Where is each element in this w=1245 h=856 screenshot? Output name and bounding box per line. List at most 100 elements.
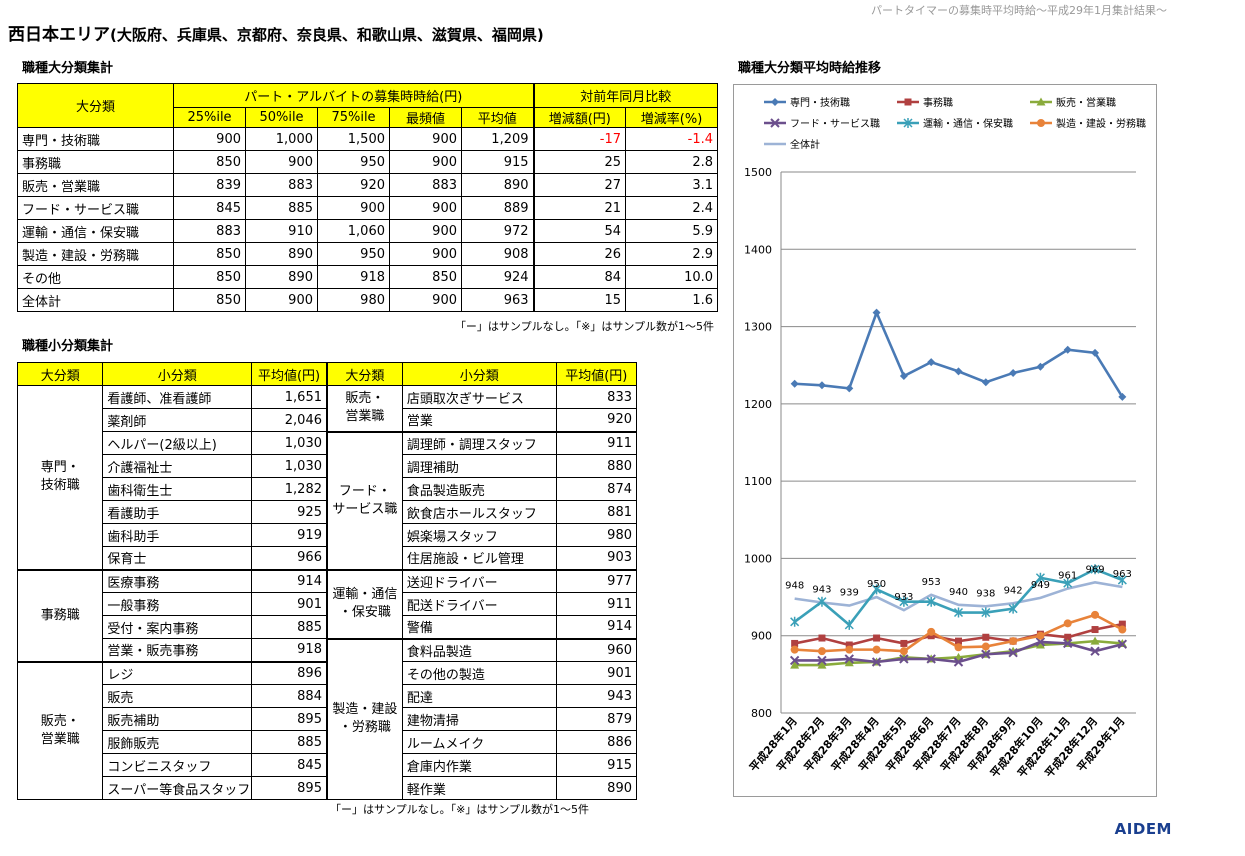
minor-item-value: 896 <box>251 660 328 685</box>
major-row: その他 850 890 918 850 924 84 10.0 <box>17 265 719 289</box>
minor-item-name: 看護師、准看護師 <box>102 385 253 409</box>
data-label: 939 <box>840 588 859 599</box>
data-label: 963 <box>1113 569 1132 580</box>
series-marker <box>899 654 909 664</box>
minor-item-value: 895 <box>251 776 328 800</box>
minor-item-value: 1,651 <box>251 385 328 409</box>
major-row-value: 885 <box>245 196 318 220</box>
major-row-value: 1,060 <box>317 219 390 243</box>
data-label: 943 <box>812 584 831 595</box>
minor-item-name: スーパー等食品スタッフ <box>102 776 253 800</box>
series-marker <box>844 654 854 664</box>
major-row-name: 運輸・通信・保安職 <box>17 219 174 243</box>
minor-group-label-text: 販売・ 営業職 <box>345 391 385 425</box>
major-row-value: 27 <box>532 173 627 197</box>
legend-marker <box>1036 97 1046 106</box>
major-header-col: 75%ile <box>317 107 390 128</box>
chart-svg: 800900100011001200130014001500平成28年1月平成2… <box>744 96 1146 780</box>
minor-item-name: その他の製造 <box>401 661 557 685</box>
major-row-value: 900 <box>389 288 462 312</box>
minor-row: 介護福祉士 1,030 調理補助 880 <box>18 454 638 478</box>
minor-header-avg: 平均値(円) <box>251 362 328 386</box>
minor-item-name: 警備 <box>401 615 557 639</box>
minor-item-name: 医療事務 <box>102 568 253 593</box>
minor-item-value: 2,046 <box>251 408 328 432</box>
major-row-value: 900 <box>389 219 462 243</box>
legend-label: 事務職 <box>923 96 953 109</box>
major-row-value: 25 <box>532 150 627 174</box>
series-marker <box>1090 636 1100 645</box>
minor-item-name: 食料品製造 <box>401 637 557 662</box>
data-label: 942 <box>1004 585 1023 596</box>
major-row-value: 963 <box>460 288 535 312</box>
minor-row: 服飾販売 885 ルームメイク 886 <box>18 730 638 754</box>
minor-item-name: 看護助手 <box>102 500 253 524</box>
series-marker <box>872 584 882 595</box>
series-marker <box>845 641 853 649</box>
major-row-value: 924 <box>460 265 535 289</box>
minor-item-name: ヘルパー(2級以上) <box>102 431 253 455</box>
major-row-value: 26 <box>532 242 627 266</box>
series-marker <box>817 660 827 669</box>
minor-row: スーパー等食品スタッフ 895 軽作業 890 <box>18 776 638 800</box>
series-marker <box>871 657 882 667</box>
minor-group-label: 運輸・通信 ・保安職 <box>325 568 403 639</box>
major-row-name: フード・サービス職 <box>17 196 174 220</box>
major-row: 専門・技術職 900 1,000 1,500 900 1,209 -17 -1.4 <box>17 127 719 151</box>
major-header-col: 平均値 <box>460 107 535 128</box>
minor-item-value: 1,030 <box>251 454 328 478</box>
minor-item-name: 軽作業 <box>401 776 557 800</box>
minor-item-value: 914 <box>251 568 328 593</box>
data-label: 948 <box>785 581 804 592</box>
series-marker <box>844 619 854 630</box>
minor-item-name: レジ <box>102 660 253 685</box>
minor-header-row: 大分類 小分類 平均値(円) 大分類 小分類 平均値(円) <box>16 362 638 386</box>
series-marker <box>1090 564 1100 575</box>
major-row-name: 製造・建設・労務職 <box>17 242 174 266</box>
series-marker <box>791 639 799 647</box>
series-marker <box>817 655 827 666</box>
minor-item-name: 薬剤師 <box>102 408 253 432</box>
major-header-category: 大分類 <box>17 83 174 128</box>
data-label: 953 <box>922 577 941 588</box>
page-title-main: 西日本エリア <box>8 25 110 45</box>
major-row-value: 883 <box>173 219 246 243</box>
minor-item-value: 911 <box>555 592 638 616</box>
y-tick-label: 800 <box>751 707 772 720</box>
minor-item-name: 歯科助手 <box>102 523 253 547</box>
minor-item-value: 833 <box>555 385 638 409</box>
minor-item-value: 881 <box>555 500 638 524</box>
minor-item-value: 911 <box>555 430 638 455</box>
header-note: パートタイマーの募集時平均時給～平成29年1月集計結果～ <box>871 4 1167 17</box>
major-row-value: 889 <box>460 196 535 220</box>
series-marker <box>954 367 963 376</box>
series-marker <box>817 647 826 656</box>
major-row-value: -1.4 <box>625 127 719 151</box>
minor-row: 専門・ 技術職 看護師、准看護師 1,651 販売・ 営業職 店頭取次ぎサービス 833 <box>16 385 638 570</box>
series-marker <box>1036 362 1045 371</box>
series-marker <box>926 654 936 664</box>
minor-item-name: 娯楽場スタッフ <box>401 523 557 547</box>
major-row-value: 980 <box>317 288 390 312</box>
major-row-value: 850 <box>173 242 246 266</box>
minor-item-value: 919 <box>251 523 328 547</box>
minor-item-value: 884 <box>251 684 328 708</box>
major-row: 製造・建設・労務職 850 890 950 900 908 26 2.9 <box>17 242 719 266</box>
minor-item-value: 845 <box>251 753 328 777</box>
minor-group-label-text: フード・ サービス職 <box>332 483 398 517</box>
major-header-col: 25%ile <box>173 107 246 128</box>
minor-item-value: 966 <box>251 546 328 570</box>
series-marker <box>1091 626 1099 634</box>
series-marker <box>954 643 963 652</box>
minor-item-value: 885 <box>251 615 328 639</box>
series-marker <box>789 655 800 666</box>
series-marker <box>927 358 936 367</box>
minor-group-label: 販売・ 営業職 <box>16 660 104 800</box>
minor-item-value: 920 <box>555 408 638 432</box>
major-row: フード・サービス職 845 885 900 900 889 21 2.4 <box>17 196 719 220</box>
major-row-value: 918 <box>317 265 390 289</box>
minor-item-value: 901 <box>251 592 328 616</box>
minor-header-minor: 小分類 <box>102 362 253 386</box>
minor-item-value: 1,282 <box>251 477 328 501</box>
minor-item-value: 880 <box>555 454 638 478</box>
